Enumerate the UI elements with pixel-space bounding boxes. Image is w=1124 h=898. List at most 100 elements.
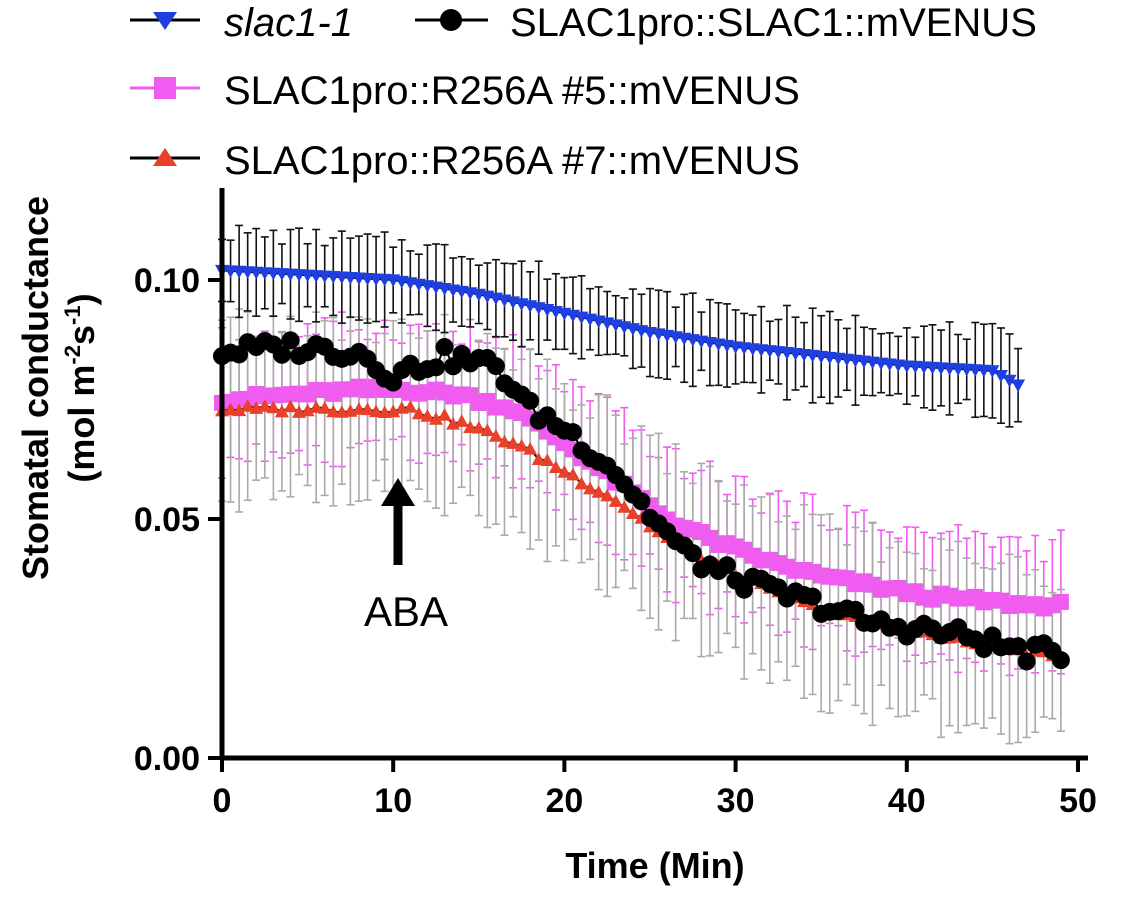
- data-point: [403, 399, 418, 413]
- data-point: [523, 441, 538, 455]
- data-point: [1052, 593, 1069, 610]
- legend-entry-slac1-1: slac1-1: [130, 1, 353, 45]
- data-point: [600, 488, 615, 502]
- data-point: [531, 452, 546, 466]
- data-point: [1011, 379, 1026, 393]
- data-point: [683, 544, 702, 563]
- legend-entry-slac1-mvenus: SLAC1pro::SLAC1::mVENUS: [415, 1, 1037, 45]
- series-1: [213, 331, 1070, 671]
- legend: slac1-1 SLAC1pro::SLAC1::mVENUS SLAC1pro…: [130, 1, 1037, 183]
- legend-marker-triangle-up: [153, 148, 177, 166]
- legend-label-r256a-7: SLAC1pro::R256A #7::mVENUS: [224, 139, 800, 183]
- data-point: [486, 357, 505, 376]
- series-0: [215, 264, 1026, 393]
- error-bars-layer: [218, 224, 1065, 745]
- x-tick-label: 20: [545, 782, 583, 820]
- legend-entry-r256a-7: SLAC1pro::R256A #7::mVENUS: [130, 139, 800, 183]
- x-tick-label: 10: [374, 782, 412, 820]
- data-point: [281, 331, 300, 350]
- data-point: [429, 412, 443, 425]
- data-point: [283, 399, 298, 413]
- data-point: [326, 404, 341, 418]
- data-point: [369, 404, 384, 418]
- legend-marker-square: [154, 77, 176, 99]
- data-point: [718, 556, 737, 575]
- legend-marker-triangle-down: [153, 12, 177, 30]
- y-axis-title-line2: (mol m-2s-1): [60, 293, 102, 482]
- data-point: [463, 420, 478, 433]
- aba-arrow-head: [381, 478, 415, 506]
- y-tick-label: 0.05: [134, 501, 200, 539]
- legend-marker-circle: [440, 9, 462, 31]
- data-point: [540, 453, 555, 467]
- data-point: [309, 400, 324, 413]
- data-point: [480, 423, 495, 437]
- data-point: [274, 404, 289, 418]
- legend-entry-r256a-5: SLAC1pro::R256A #5::mVENUS: [130, 69, 800, 113]
- data-point: [272, 345, 291, 364]
- data-point: [583, 481, 598, 495]
- x-tick-label: 30: [717, 782, 755, 820]
- data-point: [803, 587, 822, 606]
- data-point: [993, 370, 1008, 383]
- data-point: [1009, 637, 1028, 656]
- data-point: [427, 358, 445, 377]
- data-point: [506, 436, 521, 449]
- ylabel-sup2: -1: [60, 305, 85, 325]
- data-point: [514, 438, 529, 452]
- aba-label: ABA: [364, 588, 448, 635]
- y-axis-title: Stomatal conductance (mol m-2s-1): [15, 196, 102, 580]
- data-point: [411, 406, 426, 420]
- x-axis-title: Time (Min): [565, 845, 744, 886]
- data-point: [591, 485, 606, 498]
- data-point: [360, 402, 375, 416]
- data-point: [351, 402, 366, 415]
- data-point: [1017, 652, 1036, 671]
- data-point: [454, 414, 469, 427]
- data-point: [557, 465, 572, 478]
- x-tick-label: 50: [1059, 782, 1097, 820]
- ylabel-suffix: ): [61, 293, 102, 305]
- data-point: [632, 492, 651, 511]
- legend-label-slac1-1: slac1-1: [224, 1, 353, 45]
- data-point: [232, 403, 247, 417]
- aba-annotation: ABA: [364, 478, 448, 635]
- data-point: [240, 399, 255, 412]
- ylabel-sup1: -2: [60, 345, 85, 365]
- data-point: [625, 506, 640, 519]
- series-layer: [213, 264, 1070, 671]
- data-point: [300, 403, 315, 417]
- data-point: [266, 400, 281, 414]
- data-point: [565, 467, 580, 481]
- data-point: [497, 434, 512, 448]
- data-point: [488, 429, 503, 442]
- data-point: [608, 494, 623, 507]
- ylabel-prefix: (mol m: [61, 365, 102, 483]
- data-point: [435, 338, 454, 357]
- data-point: [574, 476, 589, 490]
- legend-label-slac1-mvenus: SLAC1pro::SLAC1::mVENUS: [510, 1, 1037, 45]
- data-point: [985, 365, 1000, 378]
- data-point: [420, 409, 435, 422]
- data-point: [521, 391, 540, 410]
- data-point: [735, 580, 754, 599]
- data-point: [257, 399, 272, 412]
- data-point: [386, 404, 401, 418]
- ylabel-mid: s: [61, 325, 102, 345]
- data-point: [548, 460, 563, 474]
- legend-label-r256a-5: SLAC1pro::R256A #5::mVENUS: [224, 69, 800, 113]
- y-tick-label: 0.10: [134, 262, 200, 300]
- y-tick-label: 0.00: [134, 740, 200, 778]
- data-point: [846, 600, 865, 619]
- data-point: [1051, 651, 1070, 670]
- data-point: [223, 402, 238, 416]
- data-point: [563, 423, 582, 442]
- data-point: [437, 408, 452, 421]
- data-point: [974, 640, 993, 659]
- data-point: [317, 401, 332, 414]
- x-tick-label: 0: [213, 782, 232, 820]
- data-point: [617, 500, 632, 513]
- y-axis-title-line1: Stomatal conductance: [15, 196, 56, 580]
- axis-ticks: 0 10 20 30 40 50 0.00 0.05 0.10: [134, 262, 1097, 820]
